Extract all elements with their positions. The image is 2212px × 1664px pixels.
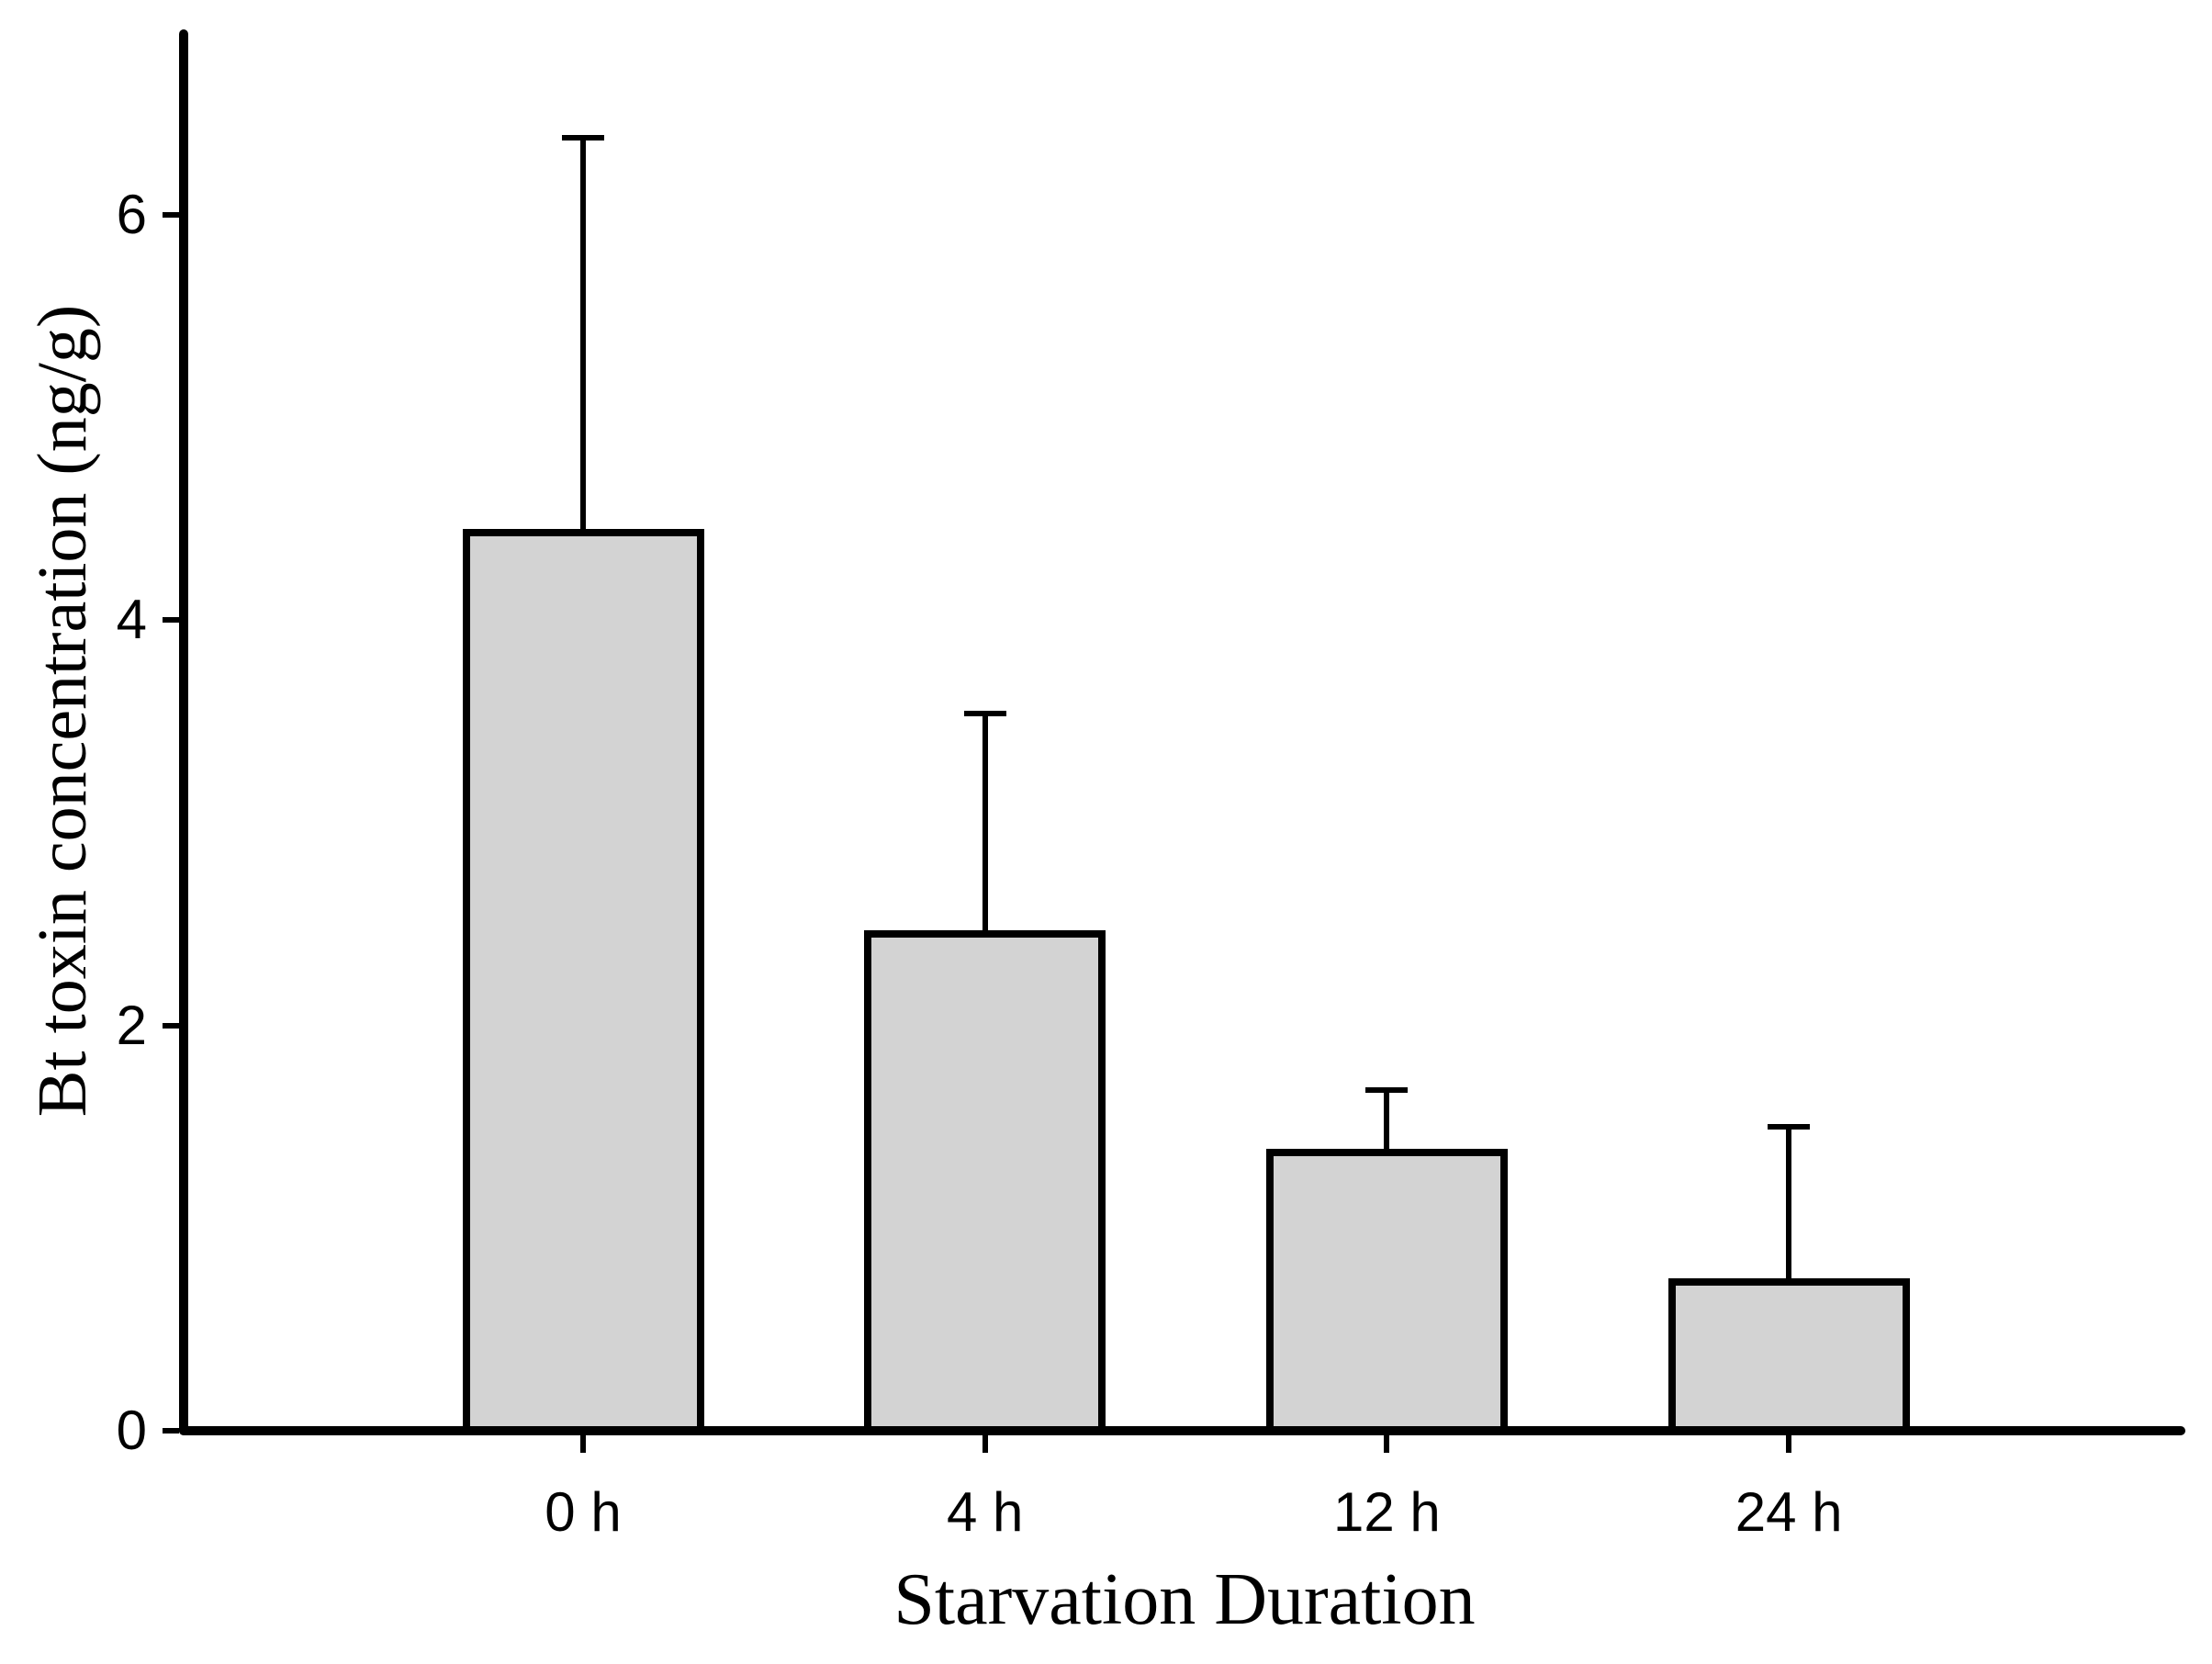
x-axis-spine xyxy=(179,1426,2185,1435)
y-tick xyxy=(163,211,179,218)
y-tick xyxy=(163,1428,179,1434)
x-tick-label: 24 h xyxy=(1735,1481,1843,1543)
error-bar-cap xyxy=(963,710,1006,716)
bar-0h xyxy=(462,529,704,1434)
bar-12h xyxy=(1265,1149,1508,1434)
x-axis-title: Starvation Duration xyxy=(893,1559,1476,1640)
x-tick xyxy=(1786,1434,1792,1453)
y-tick-label: 2 xyxy=(116,994,147,1056)
y-axis-title: Bt toxin concentration (ng/g) xyxy=(24,304,101,1118)
error-bar-line xyxy=(1786,1126,1792,1279)
x-tick-label: 12 h xyxy=(1333,1481,1441,1543)
bar-4h xyxy=(864,929,1106,1434)
error-bar-cap xyxy=(562,135,604,141)
x-tick-label: 0 h xyxy=(545,1481,622,1543)
y-tick-label: 6 xyxy=(116,183,147,245)
y-tick xyxy=(163,617,179,624)
error-bar-line xyxy=(580,138,586,530)
y-tick xyxy=(163,1022,179,1029)
y-tick-label: 4 xyxy=(116,589,147,651)
error-bar-line xyxy=(1384,1090,1390,1150)
y-axis-spine xyxy=(179,29,188,1435)
error-bar-cap xyxy=(1768,1123,1811,1130)
bar-24h xyxy=(1667,1278,1910,1434)
error-bar-cap xyxy=(1365,1087,1409,1094)
x-tick xyxy=(982,1434,988,1453)
y-tick-label: 0 xyxy=(116,1400,147,1461)
x-tick xyxy=(580,1434,586,1453)
x-tick-label: 4 h xyxy=(946,1481,1024,1543)
error-bar-line xyxy=(982,713,988,930)
x-tick xyxy=(1384,1434,1390,1453)
